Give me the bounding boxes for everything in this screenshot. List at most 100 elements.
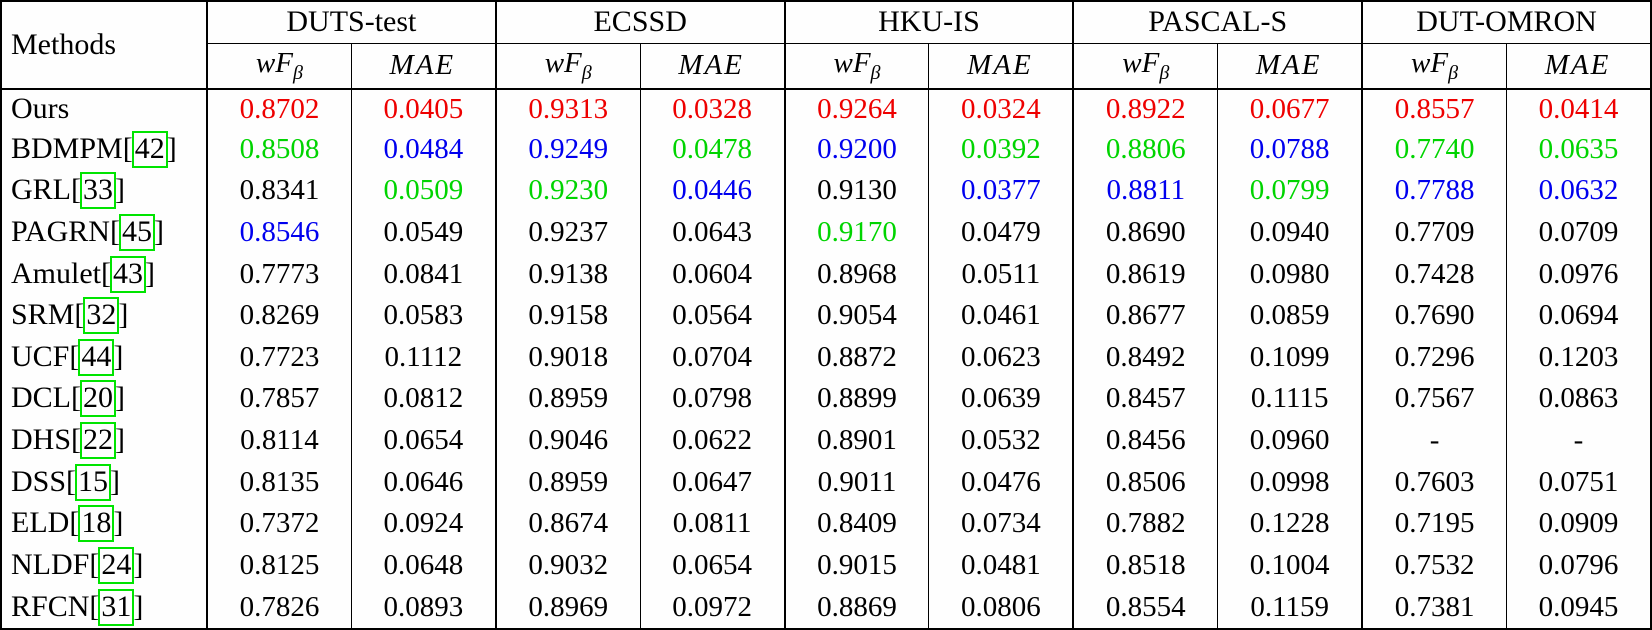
metric-value: 0.8409 bbox=[783, 503, 929, 545]
metric-value: 0.7723 bbox=[205, 336, 352, 379]
citation-close-bracket: ] bbox=[115, 381, 125, 415]
mae-label: MAE bbox=[967, 49, 1033, 82]
table-row: DCL[20] 0.7857 0.0812 0.8959 0.0798 0.8899 0.0… bbox=[1, 378, 1651, 420]
metric-value: 0.8922 bbox=[1072, 89, 1218, 129]
metric-value: 0.0511 bbox=[928, 253, 1074, 295]
col-header-mae: MAE bbox=[350, 43, 496, 90]
metric-value: 0.0479 bbox=[928, 211, 1074, 254]
citation-open-bracket: [ bbox=[69, 339, 80, 373]
metric-value: 0.0909 bbox=[1506, 503, 1651, 545]
citation-link[interactable]: 22 bbox=[80, 422, 117, 460]
table-body: Ours 0.8702 0.0405 0.9313 0.0328 0.9264 0.0324… bbox=[1, 89, 1651, 629]
metric-value: 0.9313 bbox=[494, 89, 641, 129]
metric-value: 0.0998 bbox=[1217, 461, 1363, 503]
metric-value: 0.8869 bbox=[783, 586, 929, 629]
metric-value: 0.0972 bbox=[639, 586, 785, 629]
metric-value: 0.0960 bbox=[1217, 419, 1363, 462]
citation-link[interactable]: 31 bbox=[98, 588, 135, 626]
metric-value: 0.0549 bbox=[350, 211, 496, 254]
wfbeta-label: wF bbox=[544, 46, 582, 79]
metric-value: 0.7296 bbox=[1361, 336, 1507, 379]
citation-link[interactable]: 20 bbox=[80, 380, 116, 418]
col-header-mae: MAE bbox=[1217, 43, 1363, 90]
metric-value: 0.0654 bbox=[639, 544, 785, 587]
mae-label: MAE bbox=[389, 49, 456, 82]
table-row: Amulet[43] 0.7773 0.0841 0.9138 0.0604 0.8968… bbox=[1, 253, 1651, 295]
metric-value: 0.0414 bbox=[1506, 89, 1651, 129]
metric-value: 0.8677 bbox=[1072, 294, 1218, 337]
metric-value: - bbox=[1361, 419, 1507, 462]
table-row: UCF[44] 0.7723 0.1112 0.9018 0.0704 0.8872 0.0… bbox=[1, 336, 1651, 379]
citation-link[interactable]: 15 bbox=[75, 463, 112, 501]
metric-value: 0.0564 bbox=[639, 294, 785, 337]
citation-open-bracket: [ bbox=[71, 173, 81, 207]
metric-value: 0.7372 bbox=[205, 503, 352, 545]
citation-close-bracket: ] bbox=[113, 339, 124, 373]
method-label: UCF bbox=[11, 339, 70, 373]
method-cell: PAGRN[45] bbox=[1, 212, 207, 254]
citation-link[interactable]: 45 bbox=[118, 213, 155, 251]
citation-open-bracket: [ bbox=[89, 589, 100, 623]
metric-value: 0.7428 bbox=[1361, 253, 1507, 295]
metric-value: 0.0863 bbox=[1506, 378, 1651, 420]
metric-value: 0.7381 bbox=[1361, 586, 1507, 629]
metric-value: 0.9200 bbox=[783, 128, 929, 170]
citation-close-bracket: ] bbox=[166, 131, 177, 165]
metric-value: 0.0976 bbox=[1506, 253, 1651, 295]
citation-link[interactable]: 33 bbox=[80, 172, 116, 210]
metric-value: 0.8806 bbox=[1072, 128, 1218, 170]
metric-value: 0.0940 bbox=[1217, 211, 1363, 254]
wfbeta-subscript: β bbox=[292, 61, 303, 84]
metric-value: 0.0751 bbox=[1506, 461, 1651, 503]
metric-value: 0.0583 bbox=[350, 294, 496, 337]
metric-value: 0.9011 bbox=[783, 461, 929, 503]
metric-value: 0.8899 bbox=[783, 378, 929, 420]
metric-value: 0.8508 bbox=[205, 128, 352, 170]
table-row: PAGRN[45] 0.8546 0.0549 0.9237 0.0643 0.9170 0… bbox=[1, 211, 1651, 254]
metric-value: 0.9237 bbox=[494, 211, 641, 254]
table-row: Ours 0.8702 0.0405 0.9313 0.0328 0.9264 0.0324… bbox=[1, 89, 1651, 129]
metric-value: 0.0924 bbox=[350, 503, 496, 545]
metric-value: 0.9018 bbox=[494, 336, 641, 379]
metric-value: 0.0647 bbox=[639, 461, 785, 503]
metric-value: 0.0648 bbox=[350, 544, 496, 587]
metric-value: 0.1112 bbox=[350, 336, 496, 379]
metric-value: 0.7532 bbox=[1361, 544, 1507, 587]
method-label: BDMPM bbox=[11, 131, 123, 165]
metric-value: 0.0446 bbox=[639, 170, 785, 212]
metric-value: 0.0635 bbox=[1506, 128, 1651, 170]
metric-value: 0.0476 bbox=[928, 461, 1074, 503]
metric-value: 0.9032 bbox=[494, 544, 641, 587]
citation-link[interactable]: 44 bbox=[78, 338, 115, 376]
metric-value: 0.0704 bbox=[639, 336, 785, 379]
citation-close-bracket: ] bbox=[133, 547, 144, 581]
metric-value: 0.0622 bbox=[639, 419, 785, 462]
metric-value: 0.8114 bbox=[205, 419, 352, 462]
metric-value: 0.7826 bbox=[205, 586, 352, 629]
metric-value: 0.0806 bbox=[928, 586, 1074, 629]
table-row: RFCN[31] 0.7826 0.0893 0.8969 0.0972 0.8869 0.… bbox=[1, 586, 1651, 629]
metric-value: 0.0328 bbox=[639, 89, 785, 129]
citation-link[interactable]: 43 bbox=[110, 255, 146, 293]
metric-value: 0.0945 bbox=[1506, 586, 1651, 629]
metric-value: 0.0694 bbox=[1506, 294, 1651, 337]
metric-value: 0.9130 bbox=[783, 170, 929, 212]
citation-link[interactable]: 32 bbox=[83, 297, 120, 335]
metric-value: 0.0811 bbox=[639, 503, 785, 545]
metric-value: 0.9170 bbox=[783, 211, 929, 254]
metric-value: 0.0478 bbox=[639, 128, 785, 170]
metric-value: 0.8546 bbox=[205, 211, 352, 254]
metric-value: 0.1115 bbox=[1217, 378, 1363, 420]
citation-close-bracket: ] bbox=[153, 214, 164, 248]
mae-label: MAE bbox=[678, 49, 744, 82]
citation-link[interactable]: 42 bbox=[131, 130, 168, 168]
method-cell: SRM[32] bbox=[1, 295, 207, 337]
col-header-dataset-hkuis: HKU-IS bbox=[783, 1, 1074, 44]
method-cell: GRL[33] bbox=[1, 170, 207, 212]
wfbeta-label: wF bbox=[833, 46, 871, 79]
citation-close-bracket: ] bbox=[115, 173, 125, 207]
method-label: Amulet bbox=[11, 256, 101, 290]
citation-link[interactable]: 24 bbox=[98, 546, 135, 584]
citation-link[interactable]: 18 bbox=[78, 505, 115, 543]
citation-open-bracket: [ bbox=[109, 214, 120, 248]
